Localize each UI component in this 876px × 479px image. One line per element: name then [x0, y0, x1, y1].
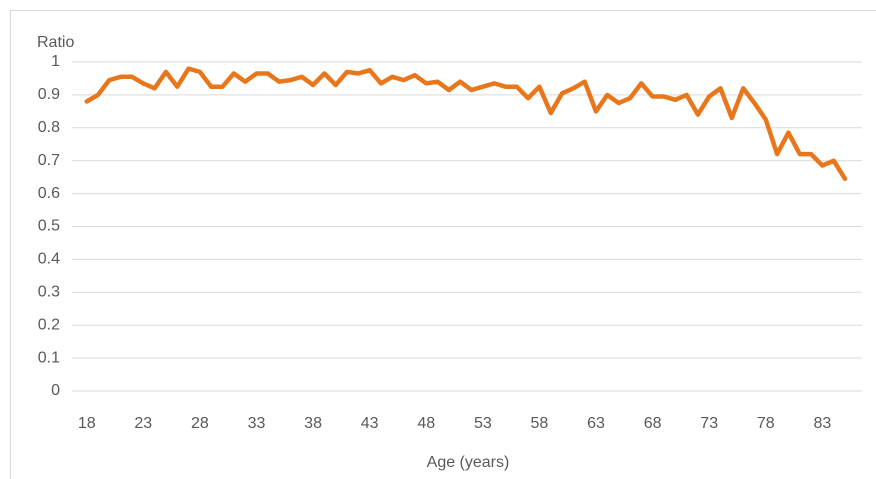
x-tick-label: 78 [757, 415, 775, 432]
data-line [84, 66, 848, 182]
y-axis-label: Ratio [37, 34, 74, 51]
y-tick-label: 0.8 [38, 119, 60, 136]
x-tick-label: 73 [700, 415, 718, 432]
y-tick-label: 0.3 [38, 284, 60, 301]
y-tick-label: 0.4 [38, 251, 60, 268]
x-tick-label: 18 [78, 415, 96, 432]
y-tick-label: 0.6 [38, 185, 60, 202]
x-tick-label: 33 [248, 415, 266, 432]
y-tick-label: 0.1 [38, 349, 60, 366]
x-tick-label: 48 [417, 415, 435, 432]
y-tick-label: 0.7 [38, 152, 60, 169]
x-tick-label: 68 [644, 415, 662, 432]
x-tick-label: 58 [531, 415, 549, 432]
x-tick-label: 28 [191, 415, 209, 432]
x-tick-label: 53 [474, 415, 492, 432]
x-tick-label: 83 [813, 415, 831, 432]
y-tick-label: 1 [51, 53, 60, 70]
y-tick-label: 0.5 [38, 218, 60, 235]
y-tick-label: 0 [51, 382, 60, 399]
x-tick-label: 38 [304, 415, 322, 432]
x-tick-label: 63 [587, 415, 605, 432]
y-tick-label: 0.9 [38, 86, 60, 103]
x-tick-label: 23 [134, 415, 152, 432]
x-axis-label: Age (years) [427, 454, 510, 471]
x-tick-label: 43 [361, 415, 379, 432]
y-tick-label: 0.2 [38, 316, 60, 333]
